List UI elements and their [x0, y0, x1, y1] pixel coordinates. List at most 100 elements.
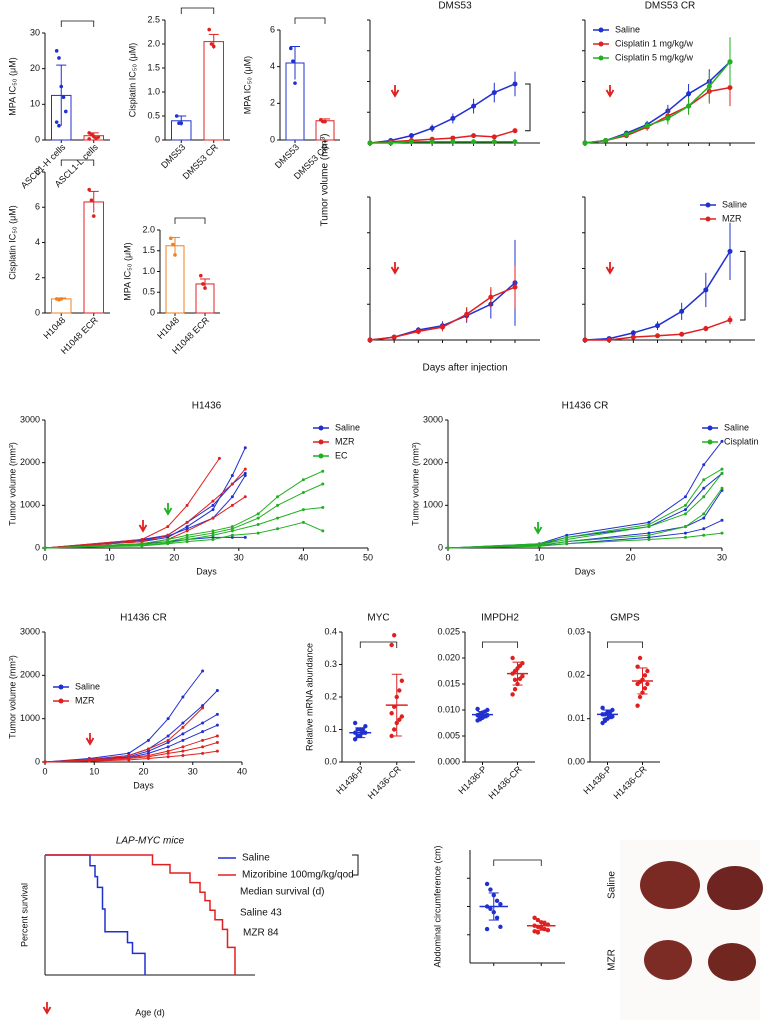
x-tick-label: 0 [445, 552, 450, 562]
data-point [602, 717, 608, 722]
data-point [642, 673, 648, 678]
data-point [630, 330, 636, 336]
data-point [64, 109, 68, 114]
data-point [201, 721, 205, 725]
data-point [352, 737, 358, 742]
legend-label: Saline [615, 24, 640, 34]
shared-y-label: Tumor volume (mm³) [320, 134, 331, 227]
legend-label: Saline [724, 422, 749, 432]
legend-marker [707, 425, 713, 431]
data-point [645, 668, 650, 674]
legend-marker [598, 27, 604, 33]
data-line [44, 468, 246, 549]
annotation: MZR 84 [243, 928, 279, 939]
data-point [289, 46, 293, 51]
y-axis-label: Tumor volume (mm³) [7, 442, 17, 526]
legend-marker [707, 439, 713, 445]
data-point [610, 714, 615, 719]
data-point [491, 134, 497, 140]
data-point [603, 138, 609, 144]
photo-label: MZR [607, 949, 618, 971]
y-tick-label: 0 [438, 542, 443, 552]
data-point [211, 529, 215, 533]
data-point [565, 542, 569, 546]
data-point [498, 902, 503, 907]
data-point [173, 253, 177, 257]
y-tick-label: 0 [270, 134, 275, 144]
data-point [484, 881, 490, 887]
data-point [181, 749, 185, 753]
data-point [181, 695, 185, 699]
y-tick-label: 3000 [20, 626, 40, 636]
data-point [391, 727, 397, 732]
legend-label: Saline [335, 422, 360, 432]
data-point [185, 537, 189, 541]
y-tick-label: 3000 [20, 414, 40, 424]
data-point [720, 486, 724, 490]
data-point [140, 537, 144, 541]
data-point [539, 925, 544, 931]
y-axis-label: MPA IC₅₀ (μM) [242, 56, 252, 114]
data-point [146, 749, 150, 753]
data-point [211, 508, 215, 512]
liver-photos: Saline MZR [607, 840, 763, 1020]
y-tick-label: 4 [270, 61, 275, 71]
data-point [537, 544, 541, 548]
data-point [440, 324, 445, 330]
data-line [44, 742, 218, 763]
data-point [256, 516, 260, 520]
data-point [185, 533, 189, 537]
data-point [230, 529, 234, 533]
data-point [686, 91, 692, 97]
data-point [389, 733, 394, 739]
legend-marker [318, 425, 324, 431]
data-point [702, 533, 706, 537]
data-point [352, 720, 358, 726]
data-point [57, 56, 61, 60]
data-point [166, 525, 170, 529]
data-point [397, 688, 402, 693]
data-point [211, 516, 215, 520]
data-point [565, 537, 569, 541]
significance-bracket [359, 641, 398, 648]
y-axis-label: MPA IC₅₀ (μM) [122, 242, 132, 300]
y-tick-label: 0 [35, 307, 40, 317]
data-point [146, 747, 150, 751]
data-point [179, 121, 184, 125]
data-point [399, 714, 405, 719]
data-point [491, 909, 496, 915]
data-point [488, 906, 493, 911]
photo-label: Saline [607, 871, 618, 899]
data-point [185, 503, 189, 507]
x-tick-label: H1436-P [581, 764, 613, 796]
data-point [484, 926, 490, 932]
treatment-arrow [163, 503, 173, 516]
data-point [640, 690, 645, 695]
x-tick-label: 20 [626, 552, 636, 562]
x-axis-label: Days [196, 566, 217, 576]
data-line [44, 472, 246, 549]
data-point [485, 713, 490, 718]
data-point [494, 915, 500, 920]
data-point [720, 471, 724, 475]
x-tick-label: 30 [234, 552, 244, 562]
data-point [181, 725, 185, 729]
data-point [215, 749, 219, 753]
data-point [512, 81, 518, 87]
data-point [535, 924, 541, 930]
data-point [630, 334, 636, 340]
data-point [702, 486, 706, 490]
legend-label: Mizoribine 100mg/kg/qod [242, 870, 354, 881]
shared-x-label: Days after injection [422, 363, 507, 374]
legend-marker [318, 439, 324, 445]
y-tick-label: 0.000 [437, 756, 460, 766]
data-point [512, 284, 518, 290]
significance-bracket [493, 859, 542, 866]
legend-label: MZR [335, 436, 355, 446]
data-point [512, 677, 518, 683]
data-line [44, 506, 323, 549]
data-point [185, 535, 189, 539]
data-point [727, 317, 733, 323]
data-point [166, 537, 170, 541]
data-line [44, 470, 323, 549]
